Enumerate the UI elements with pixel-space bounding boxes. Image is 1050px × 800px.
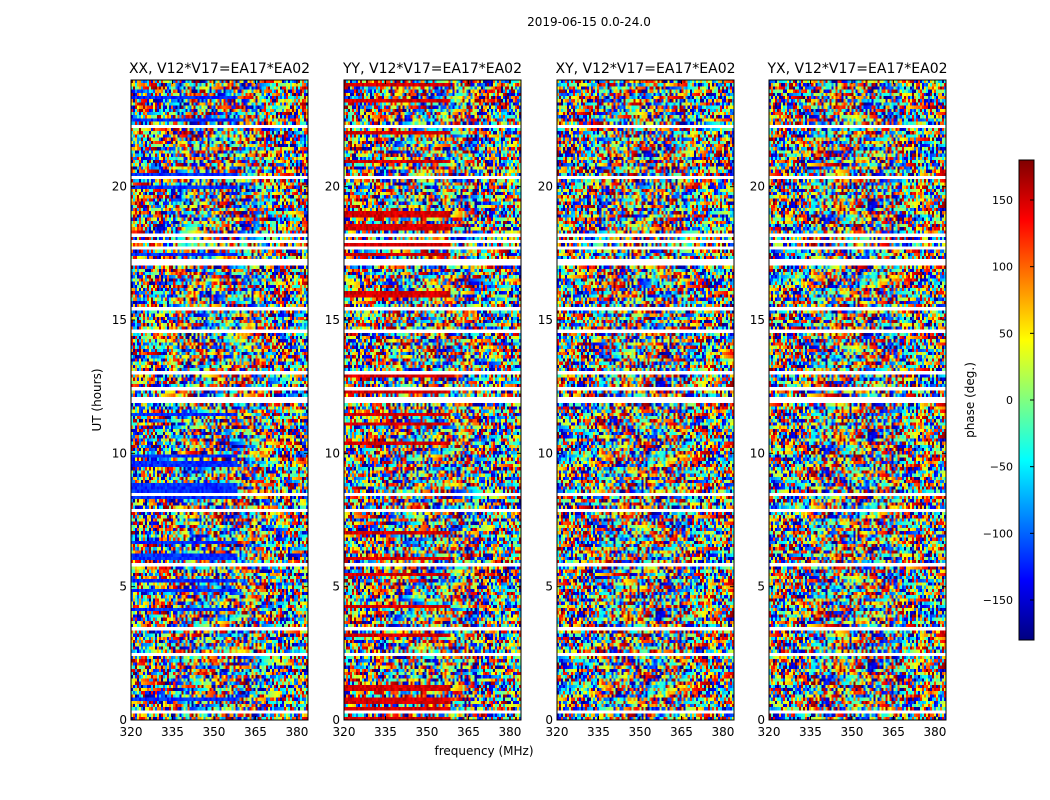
- x-tick-label: 380: [923, 725, 946, 739]
- y-tick-label: 5: [119, 580, 127, 594]
- colorbar-tick-label: −50: [990, 461, 1013, 474]
- y-tick-label: 15: [325, 313, 340, 327]
- x-tick-label: 320: [758, 725, 781, 739]
- x-tick-label: 365: [457, 725, 480, 739]
- y-tick-label: 15: [538, 313, 553, 327]
- axes-frame: [556, 79, 735, 721]
- panel-title: XX, V12*V17=EA17*EA02: [129, 61, 310, 77]
- y-axis-label: UT (hours): [90, 368, 104, 431]
- colorbar: 150 100 50 0 −50 −100 −150 phase (deg.): [963, 159, 1035, 641]
- y-tick-label: 0: [119, 713, 127, 727]
- panel-title: YY, V12*V17=EA17*EA02: [342, 61, 522, 77]
- x-tick-label: 350: [203, 725, 226, 739]
- y-tick-label: 10: [750, 446, 765, 460]
- phase-heatmap: [344, 80, 521, 720]
- panel-xy: XY, V12*V17=EA17*EA02 320 335 350 365 380 0 5 10…: [538, 61, 736, 739]
- x-tick-label: 380: [285, 725, 308, 739]
- colorbar-label: phase (deg.): [963, 362, 977, 438]
- panel-title: XY, V12*V17=EA17*EA02: [555, 61, 735, 77]
- x-tick-label: 350: [629, 725, 652, 739]
- y-tick-label: 5: [332, 580, 340, 594]
- y-tick-label: 10: [538, 446, 553, 460]
- y-tick-label: 0: [757, 713, 765, 727]
- x-tick-label: 350: [841, 725, 864, 739]
- y-tick-label: 20: [325, 180, 340, 194]
- x-tick-label: 320: [333, 725, 356, 739]
- x-tick-label: 365: [244, 725, 267, 739]
- figure-suptitle: 2019-06-15 0.0-24.0: [527, 15, 651, 29]
- panel-yy: YY, V12*V17=EA17*EA02 320 335 350 365 380 0 5 10…: [325, 61, 522, 739]
- colorbar-tick-label: −100: [983, 527, 1013, 540]
- axes-frame: [130, 79, 309, 721]
- x-tick-label: 335: [587, 725, 610, 739]
- panel-yx: YX, V12*V17=EA17*EA02 320 335 350 365 380 0 5 10…: [750, 61, 948, 739]
- colorbar-tick-label: −150: [983, 594, 1013, 607]
- x-tick-label: 380: [711, 725, 734, 739]
- y-tick-label: 15: [750, 313, 765, 327]
- colorbar-tick-label: 100: [992, 261, 1013, 274]
- y-tick-label: 20: [112, 180, 127, 194]
- y-tick-label: 0: [545, 713, 553, 727]
- phase-heatmap: [769, 80, 946, 720]
- panel-title: YX, V12*V17=EA17*EA02: [766, 61, 947, 77]
- y-tick-label: 0: [332, 713, 340, 727]
- x-tick-label: 335: [799, 725, 822, 739]
- x-tick-label: 350: [416, 725, 439, 739]
- x-tick-label: 365: [882, 725, 905, 739]
- phase-heatmap: [131, 80, 308, 720]
- y-tick-label: 20: [538, 180, 553, 194]
- y-tick-label: 10: [325, 446, 340, 460]
- x-tick-label: 320: [546, 725, 569, 739]
- y-tick-label: 15: [112, 313, 127, 327]
- colorbar-tick-label: 50: [999, 327, 1013, 340]
- colorbar-tick-label: 0: [1006, 394, 1013, 407]
- y-tick-label: 20: [750, 180, 765, 194]
- phase-heatmap: [557, 80, 734, 720]
- axes-frame: [343, 79, 522, 721]
- axes-frame: [768, 79, 947, 721]
- x-tick-label: 335: [374, 725, 397, 739]
- x-tick-label: 380: [498, 725, 521, 739]
- x-tick-label: 335: [161, 725, 184, 739]
- y-tick-label: 10: [112, 446, 127, 460]
- y-tick-label: 5: [757, 580, 765, 594]
- colorbar-tick-label: 150: [992, 194, 1013, 207]
- panel-xx: XX, V12*V17=EA17*EA02 320 335 350 365 380 0 5 10…: [112, 61, 310, 739]
- x-axis-label: frequency (MHz): [434, 744, 533, 758]
- x-tick-label: 320: [120, 725, 143, 739]
- x-tick-label: 365: [670, 725, 693, 739]
- panels-layer: XX, V12*V17=EA17*EA02 320 335 350 365 380 0 5 10…: [112, 61, 948, 739]
- y-tick-label: 5: [545, 580, 553, 594]
